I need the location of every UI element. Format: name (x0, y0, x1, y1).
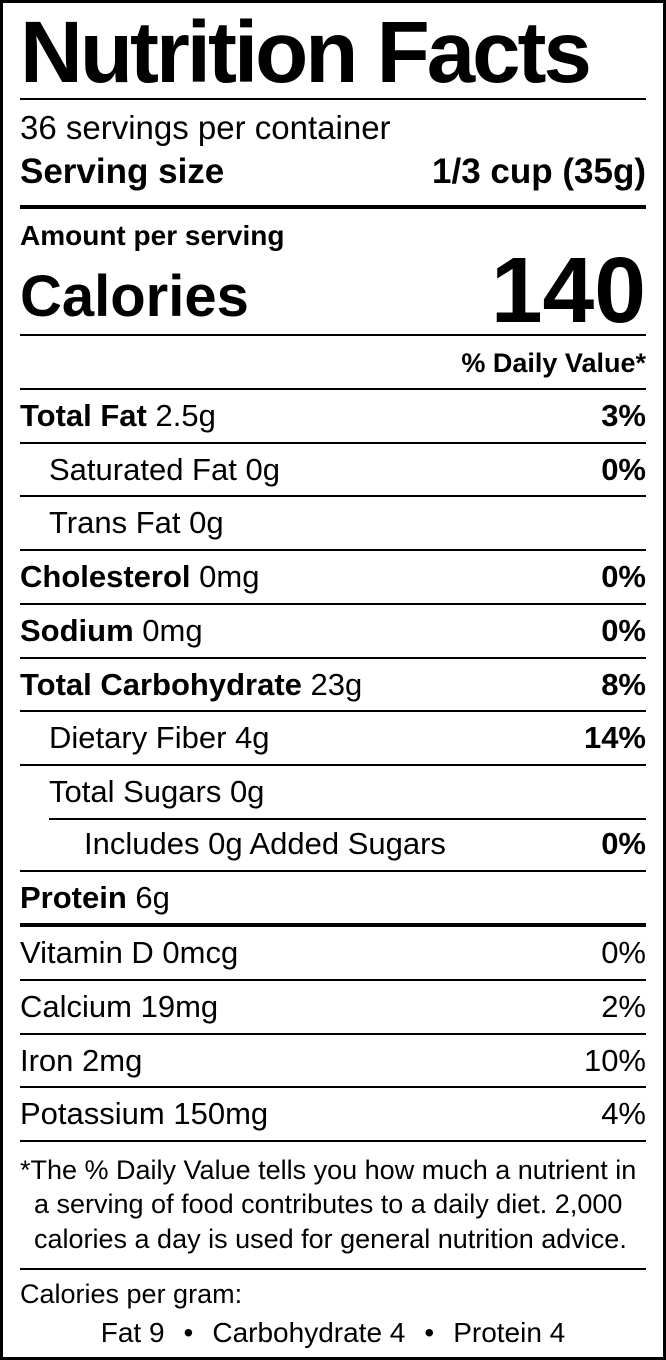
calories-row: Calories 140 (20, 237, 646, 342)
daily-value-footnote: *The % Daily Value tells you how much a … (20, 1155, 637, 1254)
nutrient-row: Potassium 150mg 4% (20, 1086, 646, 1140)
nutrient-name-and-amount: Trans Fat 0g (20, 506, 224, 541)
nutrient-name: Iron (20, 1042, 74, 1078)
divider-above-calories-per-gram (20, 1267, 646, 1270)
nutrient-name-and-amount: Includes 0g Added Sugars (20, 825, 446, 862)
nutrient-name-and-amount: Total Sugars 0g (20, 774, 265, 810)
section-bar-medium-calories (20, 333, 646, 337)
nutrient-daily-value: 0% (601, 825, 646, 861)
nutrient-daily-value: 3% (601, 398, 646, 434)
calories-value: 140 (490, 237, 646, 342)
nutrient-amount: 19mg (131, 988, 219, 1024)
calories-per-gram-item: Carbohydrate 4 (212, 1316, 406, 1348)
nutrient-name-and-amount: Iron 2mg (20, 1042, 143, 1079)
nutrient-daily-value: 0% (601, 612, 646, 648)
nutrient-row: Total Fat 2.5g 3% (20, 388, 646, 442)
nutrient-daily-value: 2% (601, 988, 646, 1024)
nutrient-rows-section: Total Fat 2.5g 3% Saturated Fat 0g 0% Tr… (20, 388, 646, 923)
nutrient-name-and-amount: Calcium 19mg (20, 988, 219, 1025)
nutrient-row: Iron 2mg 10% (20, 1032, 646, 1087)
divider-under-title (20, 97, 646, 100)
calories-per-gram-item: Protein 4 (453, 1316, 566, 1348)
nutrient-daily-value: 10% (583, 1042, 646, 1078)
nutrient-name-and-amount: Cholesterol 0mg (20, 559, 260, 595)
nutrient-amount: 0g (221, 774, 265, 810)
section-bar-thick-micronutrients (20, 923, 646, 928)
nutrient-amount: 2.5g (146, 398, 216, 434)
nutrient-row: Total Carbohydrate 23g 8% (20, 656, 646, 711)
nutrient-row: Trans Fat 0g (20, 495, 646, 549)
nutrient-amount: 0g (236, 451, 280, 487)
nutrient-daily-value: 8% (601, 666, 646, 702)
serving-size-label: Serving size (20, 151, 225, 191)
calories-per-gram-values: Fat 9 • Carbohydrate 4 • Protein 4 (20, 1312, 646, 1349)
nutrient-name: Includes 0g Added Sugars (84, 825, 446, 861)
nutrient-name: Potassium (20, 1096, 165, 1132)
serving-size-value: 1/3 cup (35g) (432, 151, 646, 191)
daily-value-header: % Daily Value* (461, 348, 646, 379)
nutrient-name-and-amount: Total Fat 2.5g (20, 398, 216, 434)
nutrient-name: Dietary Fiber (49, 720, 227, 756)
nutrient-row: Includes 0g Added Sugars 0% (20, 817, 646, 870)
section-bar-medium-footnote (20, 1140, 646, 1143)
section-bar-thick-top (20, 204, 646, 209)
nutrient-name: Protein (20, 879, 127, 915)
nutrient-amount: 0mg (190, 559, 260, 595)
bullet-separator: • (424, 1316, 435, 1348)
nutrient-name: Cholesterol (20, 559, 191, 595)
nutrient-daily-value: 0% (601, 935, 646, 971)
nutrient-name: Calcium (20, 988, 132, 1024)
amount-per-serving-label: Amount per serving (20, 219, 285, 251)
nutrient-daily-value: 14% (583, 720, 646, 756)
nutrient-daily-value: 4% (601, 1096, 646, 1132)
micronutrient-rows-section: Vitamin D 0mcg 0% Calcium 19mg 2% Iron 2… (20, 927, 646, 1140)
nutrient-amount: 150mg (164, 1096, 269, 1132)
nutrient-name: Total Carbohydrate (20, 666, 302, 702)
label-title: Nutrition Facts (20, 4, 592, 101)
nutrient-name-and-amount: Saturated Fat 0g (20, 451, 280, 488)
nutrient-name-and-amount: Total Carbohydrate 23g (20, 666, 363, 703)
calories-per-gram-item: Fat 9 (100, 1316, 165, 1348)
nutrient-amount: 0mcg (153, 935, 239, 971)
nutrient-row: Cholesterol 0mg 0% (20, 549, 646, 603)
nutrient-name-and-amount: Protein 6g (20, 879, 170, 916)
nutrient-row: Protein 6g (20, 869, 646, 924)
nutrient-name-and-amount: Vitamin D 0mcg (20, 935, 239, 971)
nutrient-daily-value: 0% (601, 451, 646, 487)
nutrient-amount: 23g (301, 666, 363, 702)
nutrient-row: Dietary Fiber 4g 14% (20, 710, 646, 764)
nutrient-row: Total Sugars 0g (20, 764, 646, 818)
nutrient-name: Vitamin D (20, 935, 154, 971)
calories-label: Calories (20, 264, 249, 329)
nutrient-row: Vitamin D 0mcg 0% (20, 927, 646, 979)
nutrient-name: Total Fat (20, 398, 147, 434)
nutrient-amount: 2mg (73, 1042, 143, 1078)
nutrient-amount: 0mg (133, 612, 203, 648)
nutrient-amount: 6g (126, 879, 170, 915)
nutrient-name-and-amount: Dietary Fiber 4g (20, 720, 270, 756)
calories-per-gram-heading: Calories per gram: (20, 1278, 243, 1309)
nutrient-name: Sodium (20, 612, 134, 648)
nutrient-name-and-amount: Sodium 0mg (20, 612, 203, 649)
servings-per-container: 36 servings per container (20, 108, 391, 146)
nutrient-daily-value: 0% (601, 559, 646, 595)
nutrient-name-and-amount: Potassium 150mg (20, 1096, 269, 1132)
nutrient-amount: 0g (180, 505, 224, 541)
nutrient-row: Calcium 19mg 2% (20, 978, 646, 1033)
bullet-separator: • (183, 1316, 194, 1348)
nutrient-amount: 4g (226, 720, 270, 756)
nutrient-name: Trans Fat (49, 505, 181, 541)
nutrient-name: Saturated Fat (49, 451, 237, 487)
nutrient-row: Sodium 0mg 0% (20, 602, 646, 657)
serving-size-row: Serving size 1/3 cup (35g) (20, 149, 646, 205)
nutrient-row: Saturated Fat 0g 0% (20, 441, 646, 496)
nutrient-name: Total Sugars (49, 774, 222, 810)
